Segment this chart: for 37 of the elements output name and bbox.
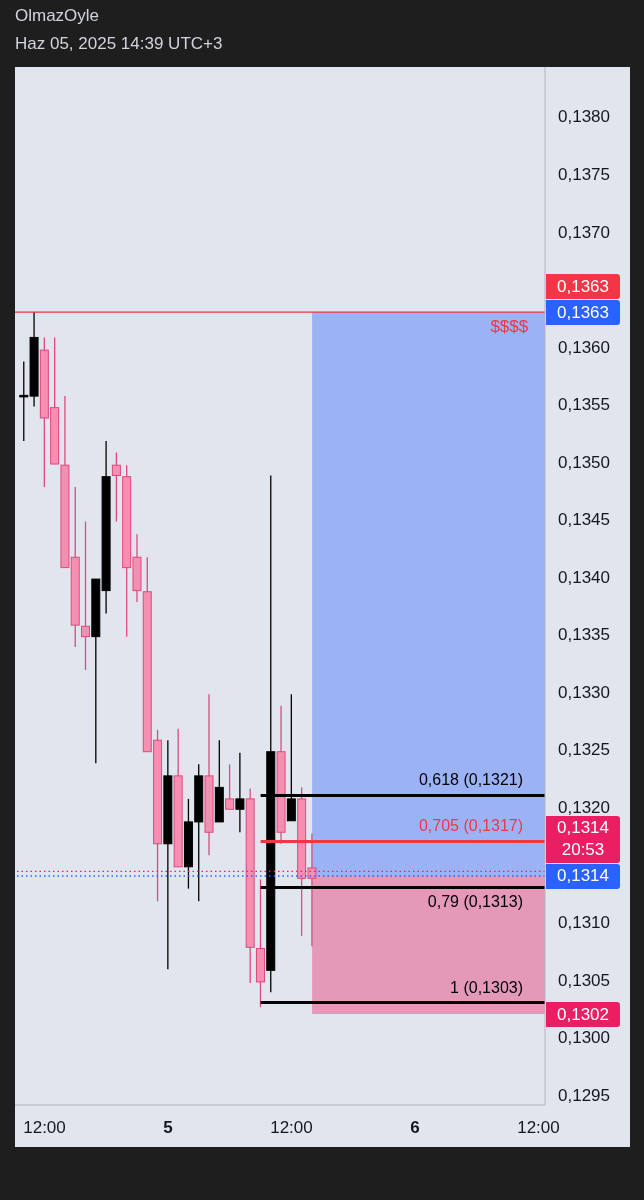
chart-title: OlmazOyle — [15, 6, 100, 26]
x-tick-label: 12:00 — [270, 1118, 313, 1137]
candlestick — [81, 520, 91, 671]
y-tick-label: 0,1330 — [558, 682, 610, 702]
y-tick-label: 0,1320 — [558, 797, 610, 817]
ref-line-label: 0,1363 — [557, 275, 609, 298]
y-tick-label: 0,1350 — [558, 452, 610, 472]
ref-line-label: 0,1314 — [557, 865, 609, 888]
y-tick-label: 0,1340 — [558, 567, 610, 587]
y-tick-label: 0,1325 — [558, 740, 610, 760]
band-label: 0,1302 — [557, 1003, 609, 1026]
y-tick-label: 0,1370 — [558, 222, 610, 242]
ref-line-label: 0,1314 20:53 — [557, 817, 609, 862]
y-tick-label: 0,1345 — [558, 510, 610, 530]
y-tick-label: 0,1335 — [558, 625, 610, 645]
series-label: 0,705 (0,1317) — [418, 817, 523, 836]
y-tick-label: 0,1380 — [558, 107, 610, 127]
series-label: 1 (0,1303) — [450, 978, 523, 997]
x-tick-label: 12:00 — [517, 1118, 560, 1137]
series-label: 0,618 (0,1321) — [418, 771, 523, 790]
y-tick-label: 0,1305 — [558, 970, 610, 990]
x-tick-label: 12:00 — [23, 1118, 66, 1137]
candlestick — [225, 763, 235, 810]
y-tick-label: 0,1375 — [558, 165, 610, 185]
candlestick — [235, 752, 245, 833]
y-tick-label: 0,1295 — [558, 1085, 610, 1105]
candlestick — [111, 451, 121, 523]
y-tick-label: 0,1355 — [558, 395, 610, 415]
annotation: $$$$ — [490, 317, 529, 338]
y-tick-label: 0,1360 — [558, 337, 610, 357]
chart-subtitle: Haz 05, 2025 14:39 UTC+3 — [15, 34, 223, 54]
y-tick-label: 0,1310 — [558, 913, 610, 933]
x-tick-label: 6 — [410, 1118, 420, 1137]
x-tick-label: 5 — [163, 1118, 173, 1137]
series-label: 0,79 (0,1313) — [427, 892, 523, 911]
band-label: 0,1363 — [557, 301, 609, 324]
y-tick-label: 0,1300 — [558, 1028, 610, 1048]
